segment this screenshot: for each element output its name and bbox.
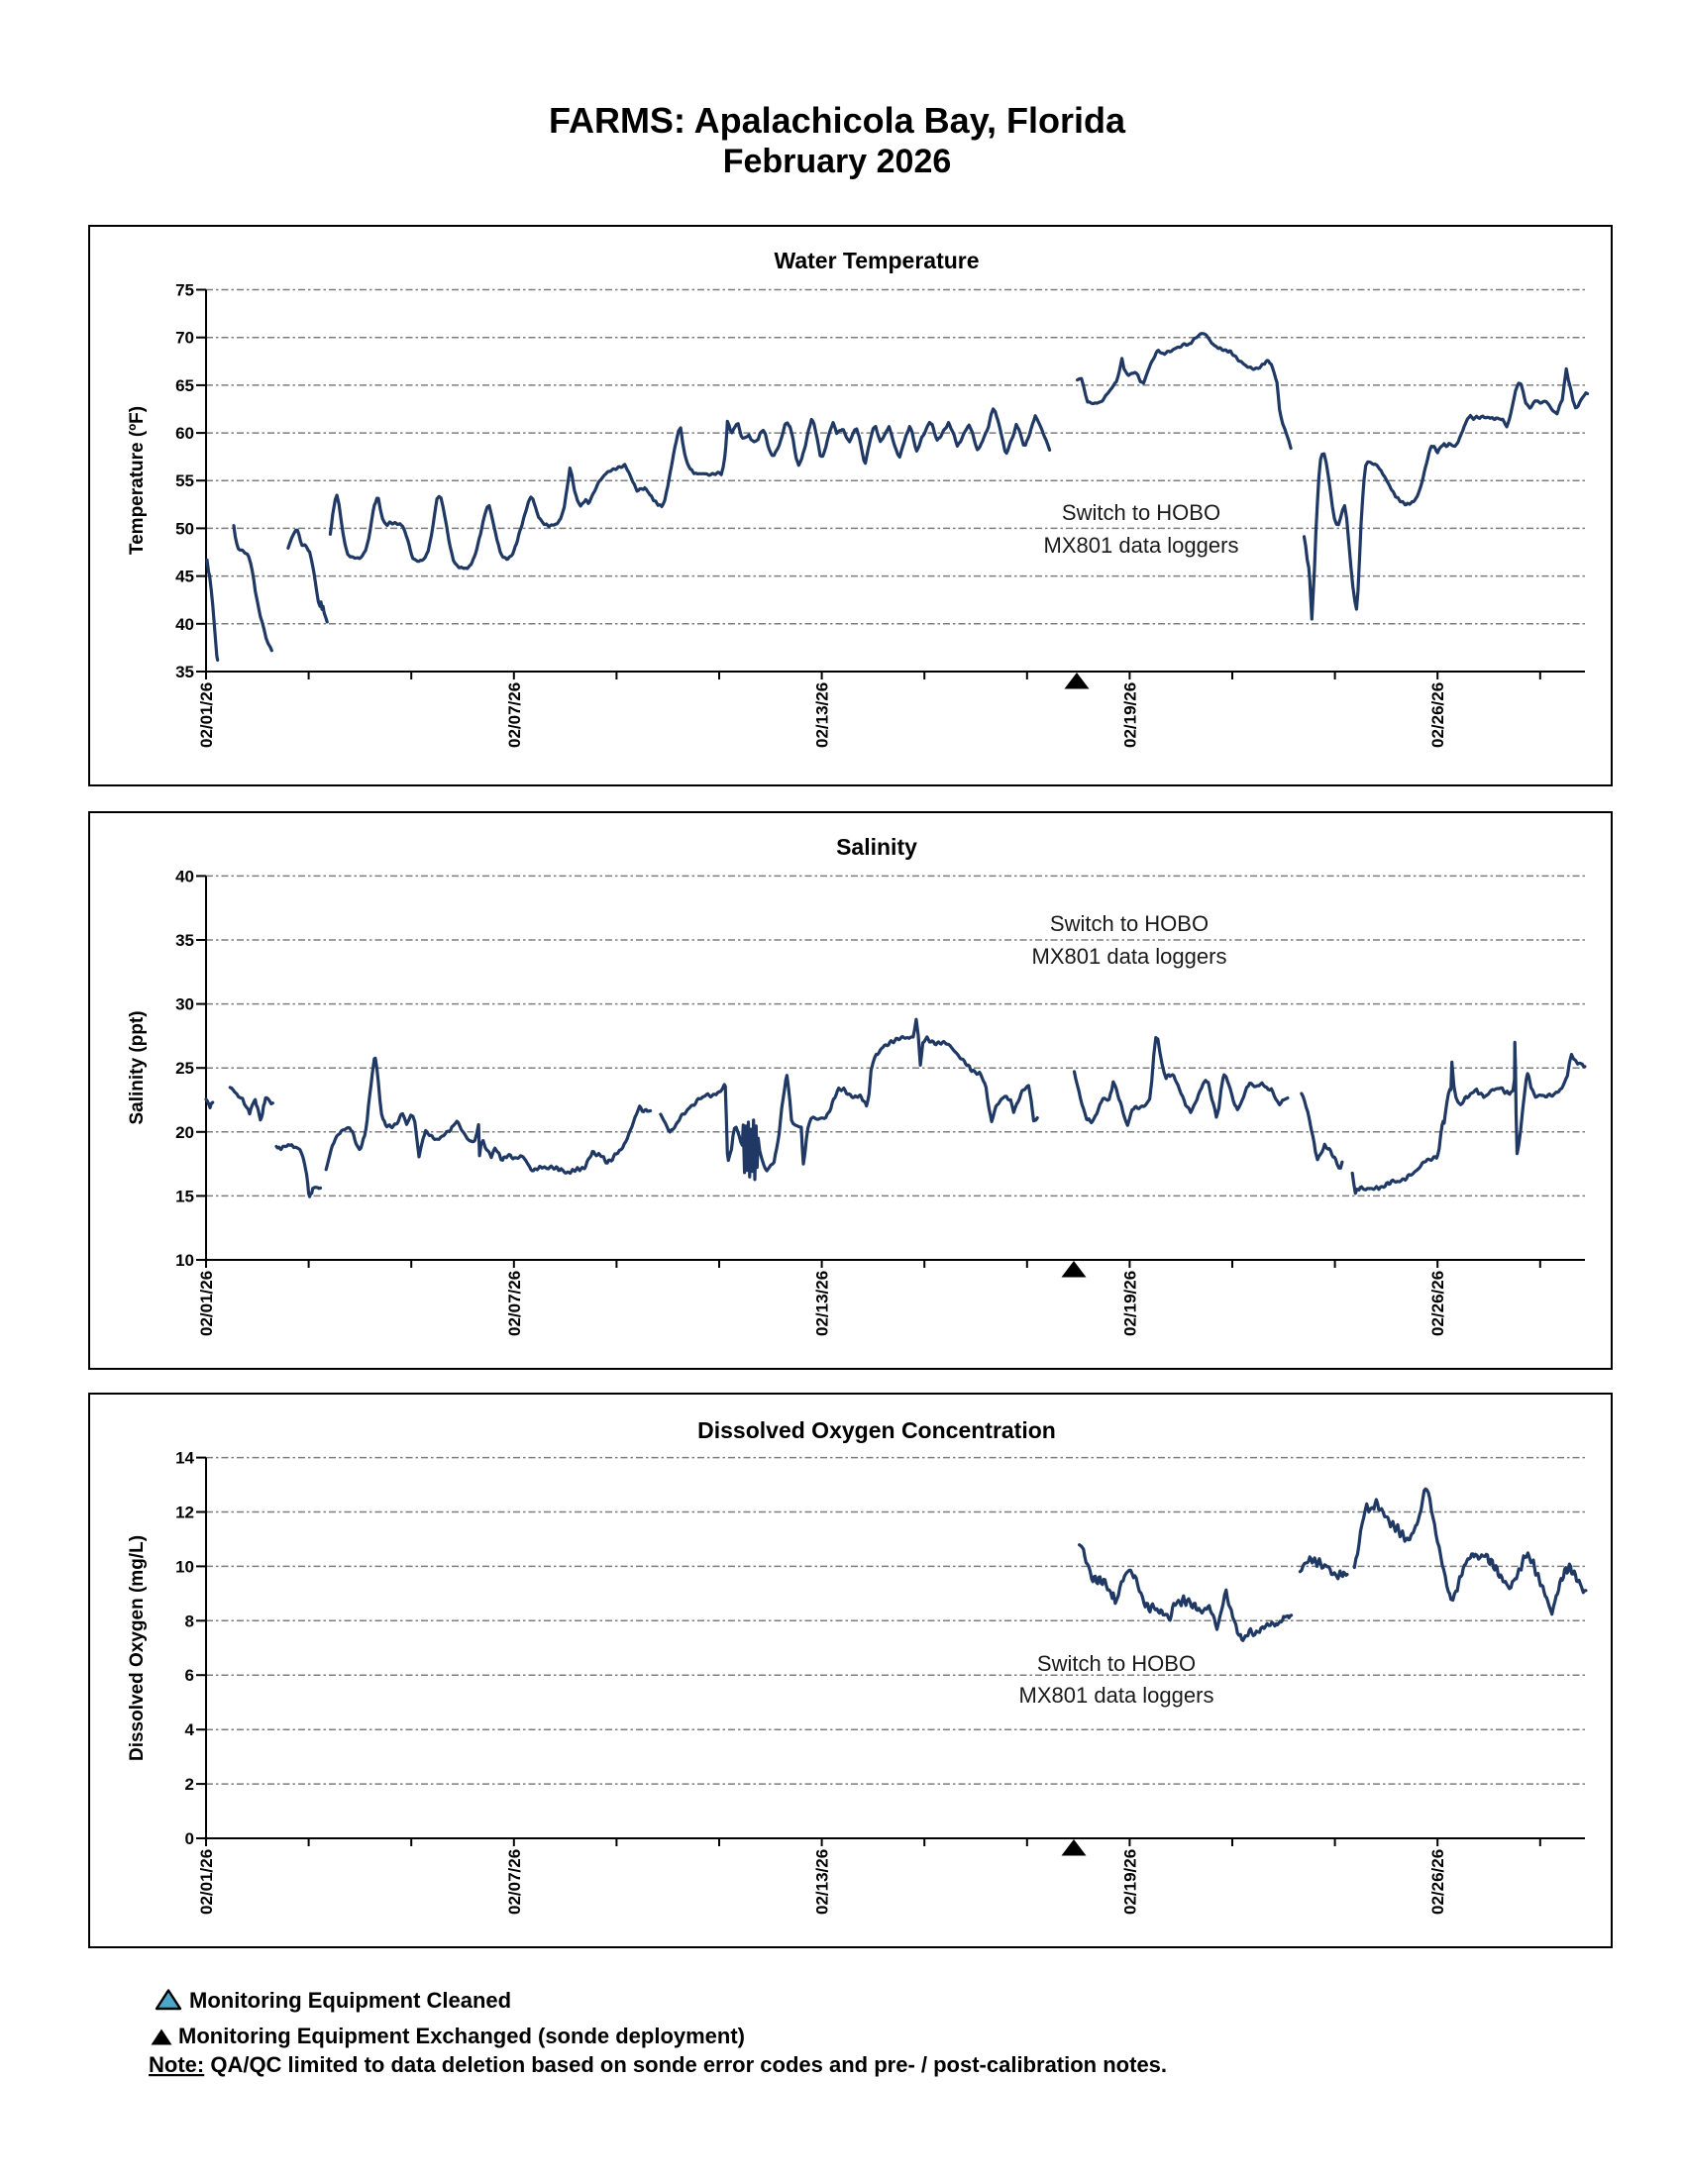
svg-text:65: 65 (175, 376, 194, 395)
svg-text:Note: QA/QC limited to data de: Note: QA/QC limited to data deletion bas… (149, 2052, 1167, 2077)
svg-text:02/07/26: 02/07/26 (505, 1271, 524, 1336)
svg-text:10: 10 (175, 1557, 194, 1576)
svg-text:02/19/26: 02/19/26 (1120, 1849, 1139, 1915)
svg-text:55: 55 (175, 471, 194, 490)
svg-text:35: 35 (175, 931, 194, 950)
svg-text:MX801 data loggers: MX801 data loggers (1044, 533, 1239, 558)
svg-text:02/26/26: 02/26/26 (1428, 682, 1447, 748)
svg-text:Water Temperature: Water Temperature (774, 248, 979, 273)
svg-text:15: 15 (175, 1187, 194, 1205)
svg-text:Switch to HOBO: Switch to HOBO (1037, 1651, 1196, 1676)
svg-text:35: 35 (175, 663, 194, 681)
svg-text:02/07/26: 02/07/26 (505, 682, 524, 748)
svg-text:02/13/26: 02/13/26 (813, 1271, 832, 1336)
svg-text:Switch to HOBO: Switch to HOBO (1050, 911, 1209, 936)
svg-text:40: 40 (175, 867, 194, 885)
svg-text:Switch to HOBO: Switch to HOBO (1062, 500, 1220, 525)
svg-text:02/19/26: 02/19/26 (1120, 682, 1139, 748)
svg-text:Monitoring Equipment Exchanged: Monitoring Equipment Exchanged (sonde de… (178, 2024, 745, 2048)
svg-text:8: 8 (185, 1612, 194, 1630)
svg-text:02/13/26: 02/13/26 (813, 682, 832, 748)
svg-text:60: 60 (175, 424, 194, 443)
svg-text:Dissolved Oxygen Concentration: Dissolved Oxygen Concentration (697, 1417, 1056, 1443)
svg-text:70: 70 (175, 329, 194, 348)
svg-text:Temperature (ºF): Temperature (ºF) (127, 406, 148, 555)
svg-text:40: 40 (175, 615, 194, 634)
svg-text:50: 50 (175, 519, 194, 538)
svg-text:FARMS: Apalachicola Bay, Flori: FARMS: Apalachicola Bay, Florida (549, 100, 1126, 141)
svg-text:MX801 data loggers: MX801 data loggers (1019, 1683, 1214, 1708)
svg-text:02/13/26: 02/13/26 (813, 1849, 832, 1915)
svg-text:30: 30 (175, 995, 194, 1014)
svg-text:25: 25 (175, 1059, 194, 1078)
svg-text:12: 12 (175, 1504, 194, 1522)
svg-text:45: 45 (175, 568, 194, 586)
svg-text:Dissolved Oxygen (mg/L): Dissolved Oxygen (mg/L) (127, 1535, 148, 1761)
svg-text:2: 2 (185, 1775, 194, 1794)
svg-text:02/01/26: 02/01/26 (197, 1849, 216, 1915)
svg-text:02/19/26: 02/19/26 (1120, 1271, 1139, 1336)
svg-text:MX801 data loggers: MX801 data loggers (1032, 944, 1227, 969)
svg-text:14: 14 (175, 1449, 194, 1468)
svg-text:02/26/26: 02/26/26 (1428, 1849, 1447, 1915)
svg-text:20: 20 (175, 1123, 194, 1142)
svg-text:6: 6 (185, 1666, 194, 1685)
svg-text:4: 4 (185, 1720, 195, 1739)
svg-text:02/07/26: 02/07/26 (505, 1849, 524, 1915)
svg-text:02/01/26: 02/01/26 (197, 682, 216, 748)
svg-text:February 2026: February 2026 (723, 143, 952, 180)
svg-text:Monitoring Equipment Cleaned: Monitoring Equipment Cleaned (189, 1988, 511, 2013)
svg-text:02/26/26: 02/26/26 (1428, 1271, 1447, 1336)
svg-text:Salinity (ppt): Salinity (ppt) (127, 1010, 148, 1124)
svg-text:10: 10 (175, 1251, 194, 1270)
svg-text:0: 0 (185, 1829, 194, 1848)
svg-text:75: 75 (175, 281, 194, 300)
svg-text:Salinity: Salinity (836, 834, 917, 860)
svg-text:02/01/26: 02/01/26 (197, 1271, 216, 1336)
